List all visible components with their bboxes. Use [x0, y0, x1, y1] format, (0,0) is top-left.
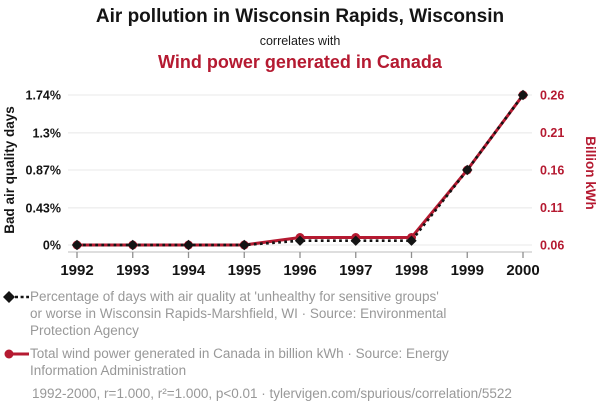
legend-label-air-quality: Percentage of days with air quality at '…	[30, 289, 447, 338]
svg-text:1994: 1994	[172, 262, 206, 279]
svg-text:0.43%: 0.43%	[26, 201, 61, 215]
svg-text:0.16: 0.16	[540, 164, 564, 178]
legend-label-wind-power: Total wind power generated in Canada in …	[30, 346, 449, 378]
svg-text:0%: 0%	[43, 239, 61, 253]
chart-header: Air pollution in Wisconsin Rapids, Wisco…	[0, 0, 600, 78]
svg-text:1996: 1996	[283, 262, 316, 279]
svg-text:0.26: 0.26	[540, 89, 564, 103]
svg-text:1999: 1999	[451, 262, 484, 279]
legend-item-air-quality: Percentage of days with air quality at '…	[2, 288, 596, 339]
x-axis: 1992 1993 1994 1995 1996 1997 1998 1999 2000	[60, 251, 540, 279]
left-axis-title: Bad air quality days	[2, 106, 17, 234]
svg-text:0.06: 0.06	[540, 239, 564, 253]
page-title: Air pollution in Wisconsin Rapids, Wisco…	[95, 6, 505, 27]
correlates-with-text: correlates with	[259, 33, 341, 48]
svg-text:2000: 2000	[506, 262, 539, 279]
diamond-marker-icon	[3, 291, 29, 303]
svg-text:1.3%: 1.3%	[33, 126, 62, 140]
footer-stats: 1992-2000, r=1.000, r²=1.000, p<0.01 · t…	[32, 386, 512, 401]
legend-item-wind-power: Total wind power generated in Canada in …	[2, 345, 596, 379]
page-subtitle-red: Wind power generated in Canada	[158, 51, 442, 72]
chart-canvas: 0% 0.43% 0.87% 1.3% 1.74% 0.06 0.11 0.16 0.21 0.2…	[2, 89, 598, 280]
svg-text:1995: 1995	[228, 262, 261, 279]
circle-marker-icon	[4, 349, 29, 359]
svg-text:0.21: 0.21	[540, 126, 564, 140]
right-axis-title: Billion kWh	[583, 136, 598, 210]
left-axis-tick-labels: 0% 0.43% 0.87% 1.3% 1.74%	[26, 89, 61, 253]
svg-text:1997: 1997	[339, 262, 372, 279]
svg-text:0.11: 0.11	[540, 201, 564, 215]
svg-text:1992: 1992	[60, 262, 93, 279]
legend: Percentage of days with air quality at '…	[2, 288, 596, 402]
svg-text:1998: 1998	[395, 262, 428, 279]
svg-text:0.87%: 0.87%	[26, 164, 61, 178]
svg-text:1.74%: 1.74%	[26, 89, 61, 103]
svg-text:1993: 1993	[116, 262, 149, 279]
right-axis-tick-labels: 0.06 0.11 0.16 0.21 0.26	[540, 89, 564, 253]
y-gridlines	[68, 94, 532, 246]
